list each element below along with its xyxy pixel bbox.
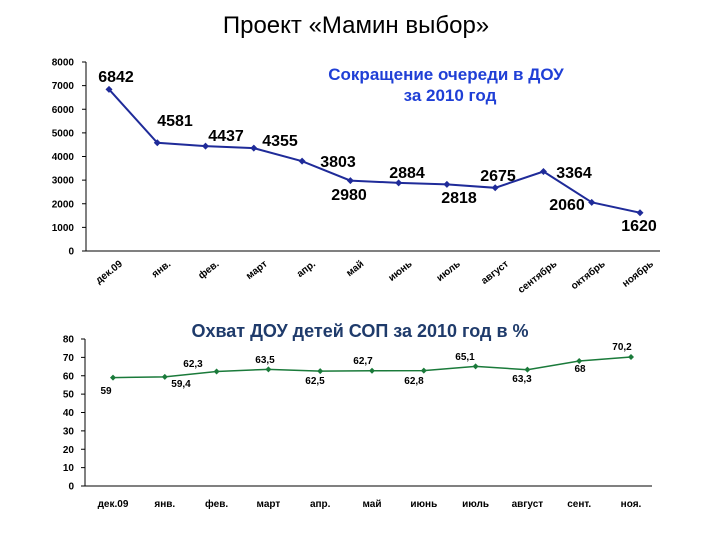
coverage-chart-y-tick-label: 30: [63, 426, 75, 437]
coverage-chart-x-tick-label: август: [512, 499, 544, 510]
coverage-chart-data-label: 70,2: [612, 342, 632, 353]
coverage-chart-data-label: 59,4: [171, 379, 191, 390]
coverage-chart-x-tick-label: июнь: [410, 499, 437, 510]
coverage-chart-y-tick-label: 40: [63, 408, 75, 419]
coverage-chart-x-ticks: дек.09 янв. фев. март апр. май июнь июль август с…: [98, 498, 642, 510]
coverage-chart-y-ticks: 0 10 20 30 40 50 60 70 80: [63, 335, 85, 493]
queue-chart-point: [395, 179, 403, 187]
queue-chart-point: [346, 177, 354, 185]
coverage-chart-series: [110, 354, 634, 381]
queue-chart-y-tick-label: 7000: [52, 81, 75, 92]
queue-chart-point: [153, 139, 161, 147]
coverage-chart-point: [524, 366, 531, 373]
coverage-chart-data-label: 62,7: [353, 356, 373, 367]
queue-chart-y-tick-label: 3000: [52, 176, 75, 187]
coverage-chart-x-tick-label: май: [363, 499, 382, 510]
queue-chart-point: [298, 157, 306, 165]
coverage-chart-point: [628, 354, 634, 361]
queue-chart-data-label: 4355: [262, 133, 298, 150]
coverage-chart-point: [213, 368, 220, 375]
coverage-chart-data-label: 59: [100, 386, 112, 397]
coverage-chart-y-tick-label: 80: [63, 335, 75, 346]
queue-chart-point: [443, 180, 451, 188]
coverage-chart-y-tick-label: 70: [63, 353, 75, 364]
queue-chart-data-label: 2675: [480, 168, 516, 185]
queue-chart-point: [636, 209, 644, 217]
queue-chart-data-label: 2818: [441, 190, 477, 207]
queue-chart-data-label: 3364: [556, 165, 592, 182]
coverage-chart-point: [110, 374, 116, 381]
coverage-chart-x-tick-label: март: [257, 499, 281, 510]
page-title: Проект «Мамин выбор»: [222, 12, 490, 39]
coverage-chart-y-tick-label: 60: [63, 371, 75, 382]
coverage-chart-x-tick-label: ноя.: [621, 499, 642, 510]
coverage-chart-x-tick-label: дек.09: [98, 499, 129, 510]
coverage-chart-data-label: 62,3: [183, 359, 203, 370]
coverage-chart-y-tick-label: 50: [63, 390, 75, 401]
coverage-chart-point: [369, 367, 375, 374]
queue-chart-title: Сокращение очереди в ДОУ за 2010 год: [328, 65, 564, 105]
queue-chart-data-label: 2884: [389, 165, 425, 182]
queue-chart-y-tick-label: 1000: [52, 223, 75, 234]
coverage-chart-y-tick-label: 20: [63, 445, 75, 456]
coverage-chart-data-label: 63,5: [255, 355, 275, 366]
coverage-chart-x-tick-label: апр.: [310, 499, 331, 510]
queue-chart-series-line: [108, 88, 641, 214]
coverage-chart-data-label: 62,8: [404, 376, 424, 387]
coverage-chart-point: [576, 358, 583, 365]
coverage-chart-title: Охват ДОУ детей СОП за 2010 год в %: [191, 321, 528, 341]
queue-chart-y-tick-label: 0: [68, 247, 74, 258]
queue-chart-y-tick-label: 2000: [52, 199, 75, 210]
coverage-chart-x-tick-label: янв.: [154, 499, 175, 510]
coverage-chart-data-labels: 59 59,4 62,3 63,5 62,5 62,7 62,8 65,1 63,3 68 70,2: [100, 342, 632, 397]
coverage-chart-y-tick-label: 10: [63, 463, 75, 474]
queue-chart-point: [105, 85, 113, 93]
coverage-chart-data-label: 68: [574, 364, 586, 375]
queue-chart-point: [588, 198, 596, 206]
queue-chart-point: [202, 142, 210, 150]
queue-chart-data-label: 4437: [208, 128, 244, 145]
coverage-chart-x-tick-label: сент.: [567, 499, 591, 510]
queue-chart-point: [250, 144, 258, 152]
queue-chart-y-tick-label: 4000: [52, 152, 75, 163]
queue-chart-title-line: Сокращение очереди в ДОУ: [328, 65, 564, 84]
coverage-chart-data-label: 65,1: [455, 352, 475, 363]
queue-chart-y-tick-label: 6000: [52, 105, 75, 116]
queue-chart-point: [539, 168, 547, 176]
queue-chart-series: [105, 85, 644, 217]
coverage-chart-x-tick-label: фев.: [205, 498, 228, 510]
coverage-chart-point: [317, 368, 324, 375]
queue-chart-y-tick-label: 8000: [52, 58, 75, 69]
queue-chart-title-line: за 2010 год: [404, 86, 497, 105]
queue-chart-data-label: 1620: [621, 218, 657, 235]
coverage-chart-data-label: 63,3: [512, 374, 532, 385]
queue-chart-data-label: 3803: [320, 154, 356, 171]
queue-chart-data-label: 6842: [98, 69, 134, 86]
coverage-chart-point: [265, 366, 272, 373]
queue-chart-data-label: 4581: [157, 113, 193, 130]
coverage-chart-y-tick-label: 0: [68, 482, 74, 493]
coverage-chart-x-tick-label: июль: [462, 499, 489, 510]
coverage-chart-point: [472, 363, 479, 370]
queue-chart-point: [491, 184, 499, 192]
coverage-chart-point: [420, 367, 427, 374]
queue-chart-y-ticks: 0 1000 2000 3000 4000 5000 6000 7000 8000: [52, 58, 86, 258]
queue-chart-data-label: 2980: [331, 187, 367, 204]
queue-chart-y-tick-label: 5000: [52, 128, 75, 139]
coverage-chart-title-text: Охват ДОУ детей СОП за 2010 год в %: [191, 321, 528, 341]
coverage-chart-point: [161, 373, 168, 380]
coverage-chart-data-label: 62,5: [305, 376, 325, 387]
queue-chart-data-label: 2060: [549, 197, 585, 214]
